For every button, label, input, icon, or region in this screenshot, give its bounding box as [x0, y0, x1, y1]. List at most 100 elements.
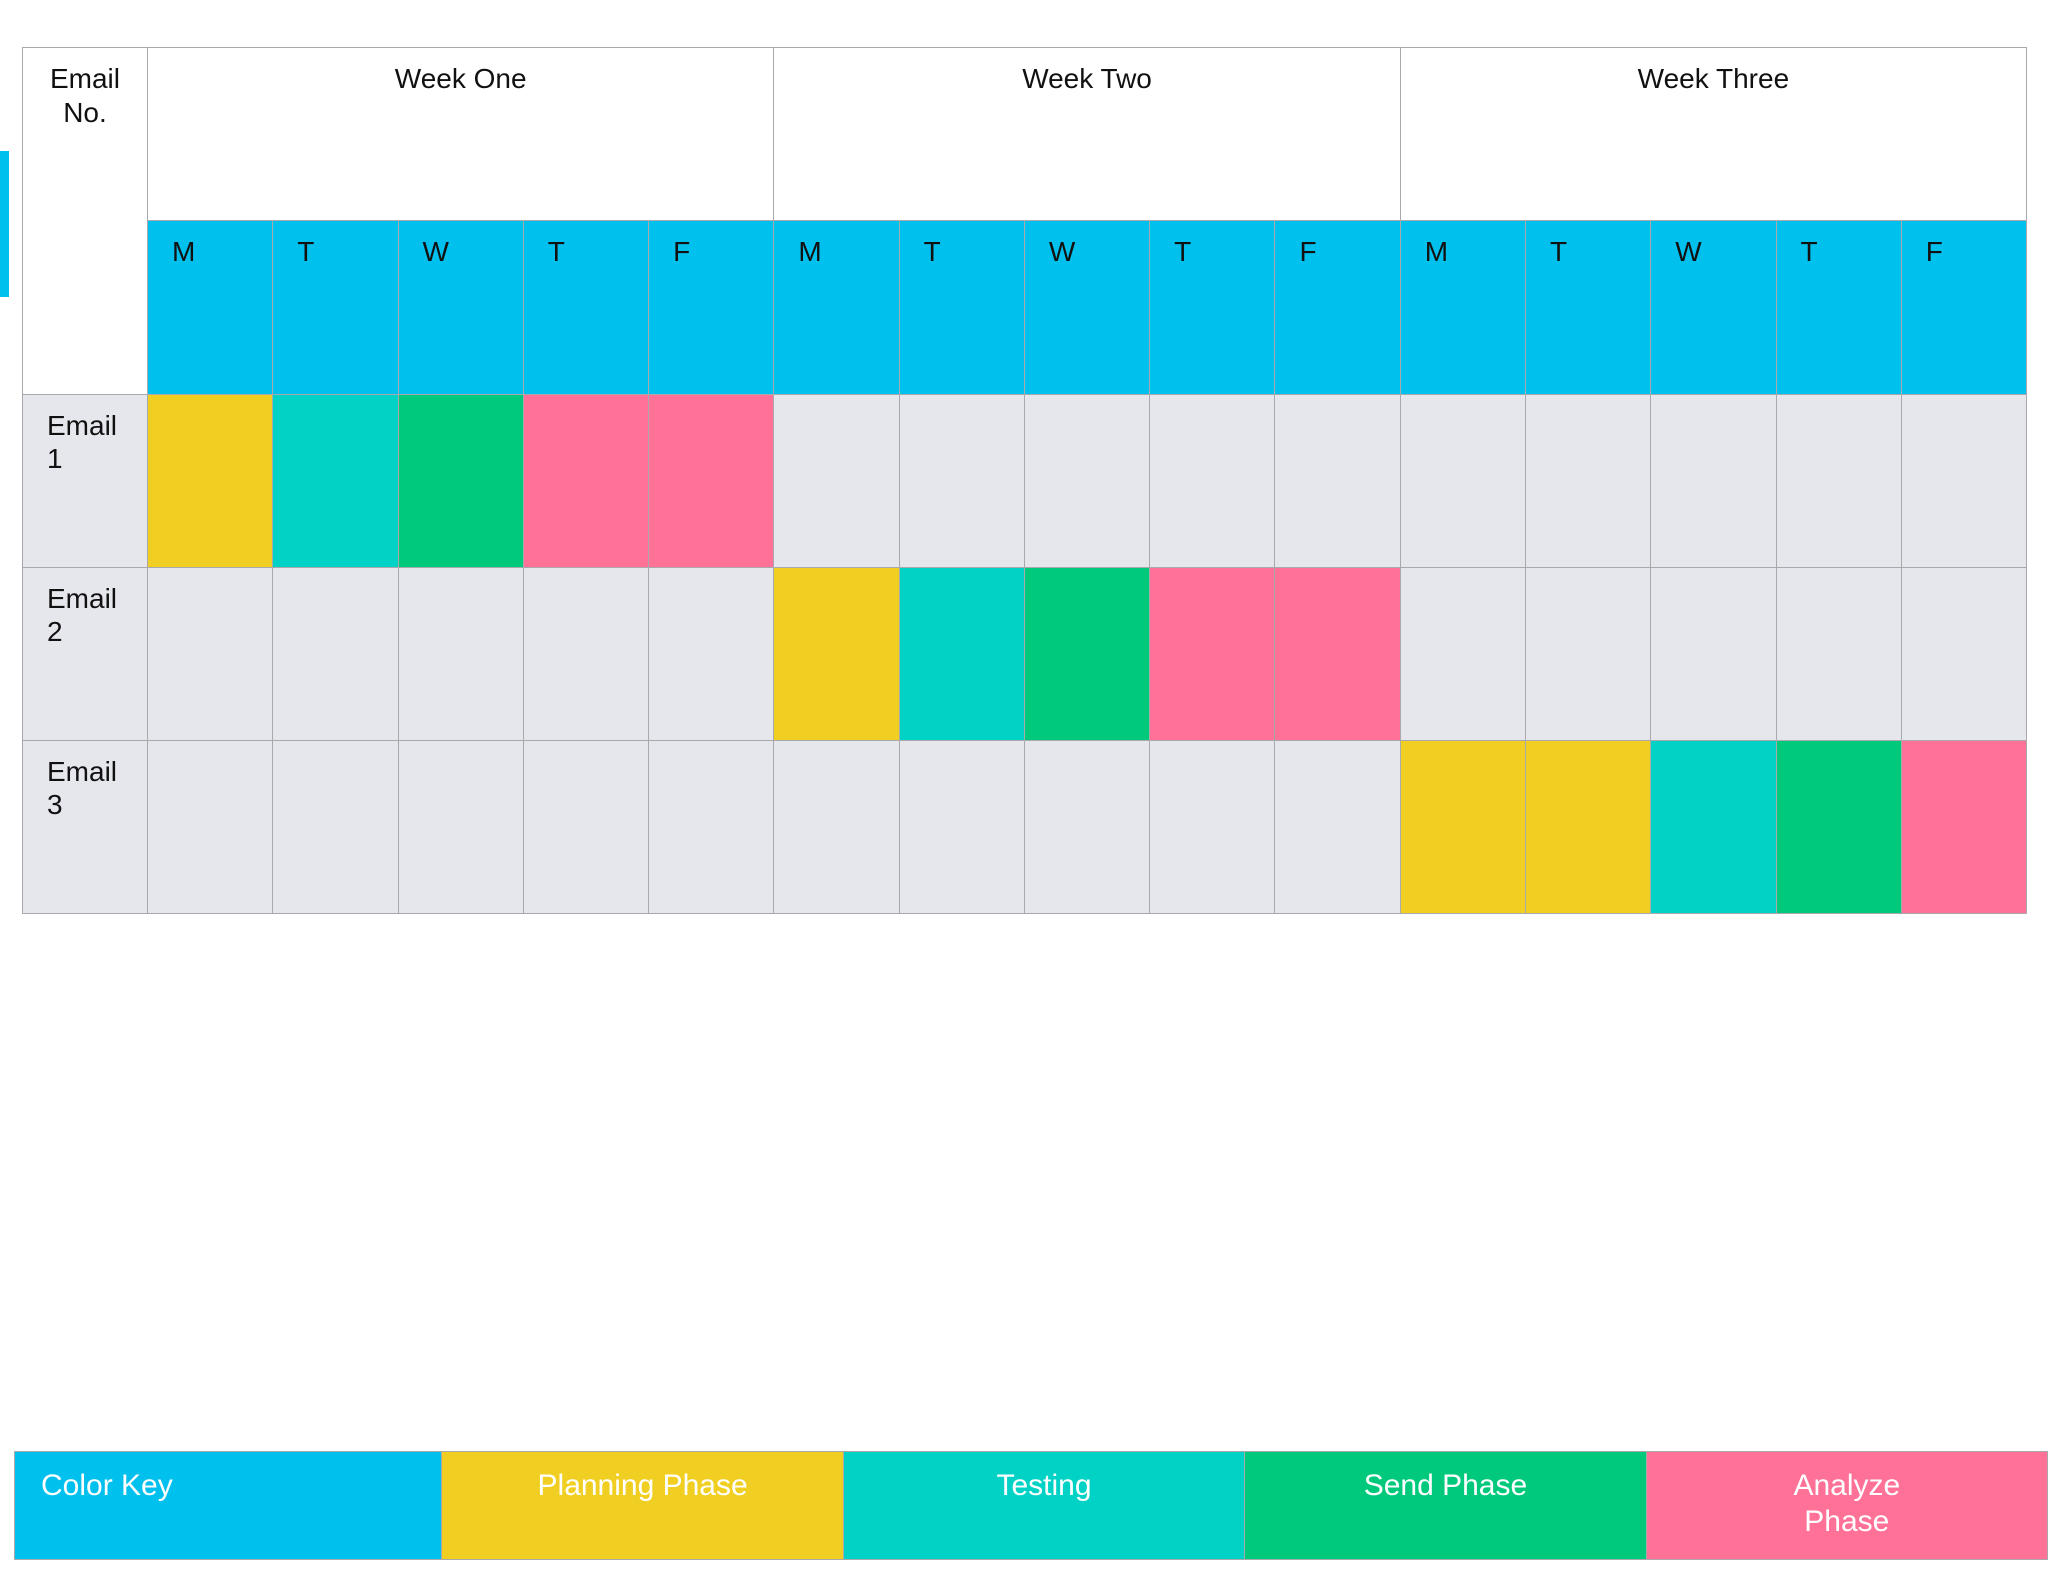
day-header: W	[397, 220, 524, 395]
day-header: T	[898, 220, 1025, 395]
empty-cell	[1023, 394, 1151, 568]
empty-cell	[1650, 567, 1777, 741]
email-row-label-line: 1	[47, 443, 63, 474]
day-header: W	[1650, 220, 1777, 395]
day-header-label: W	[422, 236, 449, 267]
day-header-label: T	[923, 236, 941, 267]
analyze-phase-cell	[1900, 740, 2028, 914]
day-header: T	[272, 220, 399, 395]
day-header-label: M	[1424, 236, 1449, 267]
day-header: T	[1524, 220, 1652, 395]
analyze-phase-cell	[522, 394, 650, 568]
accent-bar	[0, 151, 9, 297]
empty-cell	[272, 567, 399, 741]
empty-cell	[1775, 394, 1902, 568]
day-header: T	[522, 220, 650, 395]
email-row-label-line: Email	[47, 583, 118, 614]
color-key-title-label: Color Key	[41, 1469, 173, 1502]
day-header-label: T	[1174, 236, 1192, 267]
week-header: Week One	[146, 47, 775, 221]
analyze-phase-cell	[648, 394, 775, 568]
empty-cell	[1399, 394, 1526, 568]
empty-cell	[1149, 394, 1276, 568]
empty-cell	[522, 567, 650, 741]
color-key-analyze: Analyze Phase	[1646, 1452, 2048, 1559]
day-header: F	[1900, 220, 2028, 395]
empty-cell	[898, 394, 1025, 568]
day-header: T	[1775, 220, 1902, 395]
empty-cell	[773, 394, 900, 568]
day-header: M	[773, 220, 900, 395]
color-key-label: Send Phase	[1363, 1469, 1528, 1502]
email-row-label: Email 3	[22, 740, 148, 914]
day-header: M	[146, 220, 274, 395]
email-row-label-line: 2	[47, 616, 63, 647]
email-row-label: Email 1	[22, 394, 148, 568]
email-row-label-line: Email	[47, 756, 118, 787]
planning-phase-cell	[773, 567, 900, 741]
empty-cell	[1274, 740, 1401, 914]
empty-cell	[1900, 567, 2028, 741]
day-header: W	[1023, 220, 1151, 395]
empty-cell	[898, 740, 1025, 914]
email-no-header-line: Email	[49, 63, 120, 94]
email-row-label: Email 2	[22, 567, 148, 741]
email-row: Email 3	[22, 740, 2028, 914]
empty-cell	[397, 740, 524, 914]
empty-cell	[648, 567, 775, 741]
empty-cell	[1524, 567, 1652, 741]
day-header-label: F	[673, 236, 691, 267]
empty-cell	[522, 740, 650, 914]
empty-cell	[773, 740, 900, 914]
day-header-label: T	[1800, 236, 1818, 267]
day-header-label: W	[1675, 236, 1702, 267]
color-key-send: Send Phase	[1245, 1452, 1647, 1559]
week-header-label: Week Two	[1022, 63, 1152, 94]
empty-cell	[1399, 567, 1526, 741]
planning-phase-cell	[146, 394, 274, 568]
email-no-header: Email No.	[22, 47, 148, 395]
planning-phase-cell	[1399, 740, 1526, 914]
empty-cell	[1023, 740, 1151, 914]
week-header-row: Email No. Week One Week Two Week Three	[22, 47, 2028, 395]
empty-cell	[1775, 567, 1902, 741]
day-header-label: F	[1299, 236, 1317, 267]
empty-cell	[1900, 394, 2028, 568]
testing-phase-cell	[898, 567, 1025, 741]
empty-cell	[1149, 740, 1276, 914]
email-no-header-line: No.	[63, 97, 107, 128]
send-phase-cell	[1775, 740, 1902, 914]
week-header: Week Three	[1399, 47, 2028, 221]
color-key-testing: Testing	[843, 1452, 1246, 1559]
day-header-label: T	[547, 236, 565, 267]
empty-cell	[146, 567, 274, 741]
email-row: Email 1	[22, 394, 2028, 568]
color-key: Color Key Planning Phase Testing Send Phase…	[14, 1451, 2048, 1560]
color-key-label: Planning Phase	[537, 1469, 748, 1502]
day-header-label: T	[297, 236, 315, 267]
week-header-label: Week One	[394, 63, 527, 94]
day-header: T	[1149, 220, 1276, 395]
email-schedule-table: Email No. Week One Week Two Week Three M T W T F M…	[22, 47, 2028, 914]
color-key-title: Color Key	[15, 1452, 443, 1559]
empty-cell	[1274, 394, 1401, 568]
day-header-label: F	[1925, 236, 1943, 267]
analyze-phase-cell	[1149, 567, 1276, 741]
empty-cell	[146, 740, 274, 914]
email-row-label-line: Email	[47, 410, 118, 441]
day-header-label: M	[798, 236, 822, 267]
planning-phase-cell	[1524, 740, 1652, 914]
empty-cell	[648, 740, 775, 914]
color-key-label: Testing	[996, 1469, 1092, 1502]
day-header-label: W	[1048, 236, 1076, 267]
day-header: F	[1274, 220, 1401, 395]
week-header-label: Week Three	[1637, 63, 1790, 94]
testing-phase-cell	[1650, 740, 1777, 914]
send-phase-cell	[397, 394, 524, 568]
empty-cell	[272, 740, 399, 914]
empty-cell	[1650, 394, 1777, 568]
email-row: Email 2	[22, 567, 2028, 741]
day-header-label: T	[1549, 236, 1568, 267]
empty-cell	[397, 567, 524, 741]
